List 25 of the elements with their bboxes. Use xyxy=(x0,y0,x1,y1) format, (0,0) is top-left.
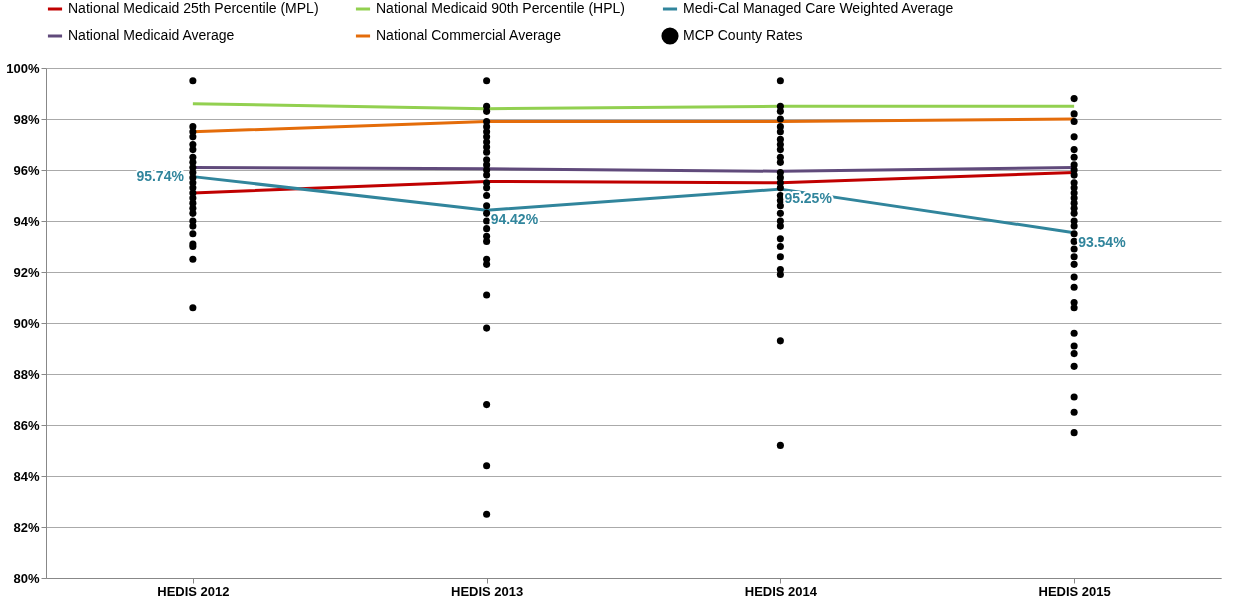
y-tick-label: 90% xyxy=(13,315,40,331)
data-label: 94.42% xyxy=(490,211,539,228)
legend-label: National Medicaid 25th Percentile (MPL) xyxy=(68,0,319,16)
legend-label: MCP County Rates xyxy=(683,27,803,43)
y-tick-label: 86% xyxy=(13,417,40,433)
x-tick-label: HEDIS 2015 xyxy=(1038,583,1111,599)
data-label: 95.74% xyxy=(136,167,185,184)
legend-label: National Medicaid 90th Percentile (HPL) xyxy=(376,0,626,16)
x-tick-label: HEDIS 2012 xyxy=(157,583,230,599)
legend-label: Medi-Cal Managed Care Weighted Average xyxy=(683,0,954,16)
x-tick-label: HEDIS 2014 xyxy=(744,583,818,599)
y-tick-label: 88% xyxy=(13,366,40,382)
y-tick-label: 94% xyxy=(13,213,40,229)
data-label: 95.25% xyxy=(784,190,833,207)
x-tick-label: HEDIS 2013 xyxy=(450,583,524,599)
legend-label: National Medicaid Average xyxy=(68,27,235,43)
y-tick-label: 92% xyxy=(13,264,40,280)
y-tick-label: 82% xyxy=(13,519,40,535)
y-tick-label: 80% xyxy=(13,570,40,586)
data-label: 93.54% xyxy=(1078,233,1127,250)
legend-label: National Commercial Average xyxy=(376,27,562,43)
y-tick-label: 96% xyxy=(13,162,40,178)
y-tick-label: 100% xyxy=(6,60,40,76)
y-tick-label: 98% xyxy=(13,111,40,127)
y-tick-label: 84% xyxy=(13,468,40,484)
